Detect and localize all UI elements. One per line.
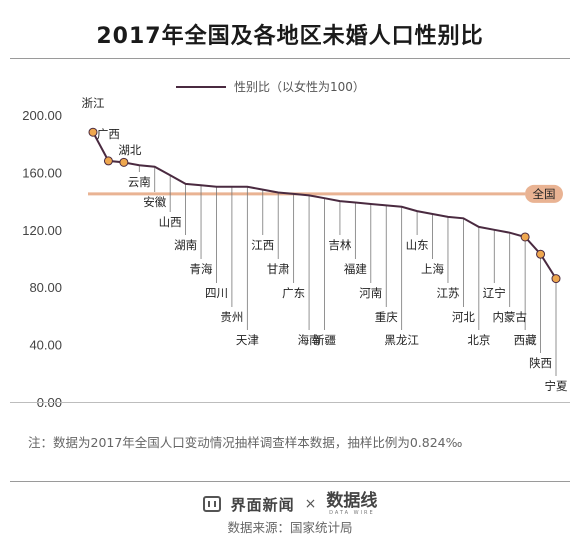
category-label: 山西 (159, 215, 182, 229)
category-label: 天津 (236, 333, 259, 347)
category-label: 湖北 (118, 143, 141, 157)
category-label: 海南 (298, 333, 321, 347)
data-point (88, 127, 98, 137)
category-label: 福建 (344, 262, 367, 276)
footer: 界面新闻 × 数据线 DATA WIRE (0, 492, 580, 516)
category-label: 甘肃 (267, 262, 290, 276)
category-label: 四川 (205, 286, 228, 300)
category-label: 湖南 (174, 238, 197, 252)
category-label: 云南 (128, 175, 151, 189)
brand-name: 界面新闻 (230, 495, 295, 514)
category-label: 山东 (406, 238, 429, 252)
y-tick-label: 200.00 (22, 108, 62, 123)
series-line (92, 131, 557, 280)
category-label: 北京 (467, 333, 490, 347)
data-point (103, 156, 113, 166)
data-point (551, 274, 561, 284)
legend-label: 性别比（以女性为100） (234, 79, 365, 94)
brand-logo-icon (202, 496, 221, 512)
series (88, 127, 561, 284)
category-label: 江西 (251, 238, 274, 252)
category-label: 新疆 (313, 333, 336, 347)
data-point (119, 157, 129, 167)
category-label: 浙江 (82, 96, 105, 110)
category-label: 安徽 (143, 195, 166, 209)
times-sign: × (304, 496, 317, 512)
reference-line: 全国 (88, 184, 563, 203)
category-label: 江苏 (436, 286, 459, 300)
y-tick-label: 160.00 (22, 165, 62, 180)
category-label: 吉林 (328, 238, 351, 252)
category-label: 青海 (190, 262, 213, 276)
category-label: 宁夏 (545, 379, 568, 393)
reference-pill (525, 184, 563, 203)
category-label: 广东 (282, 286, 305, 300)
chart: 性别比（以女性为100） 0.0040.0080.00120.00160.002… (10, 79, 570, 410)
chart-title: 2017年全国及各地区未婚人口性别比 (96, 24, 484, 49)
category-label: 河北 (452, 310, 475, 324)
category-label: 内蒙古 (492, 310, 527, 324)
footnote: 注：数据为2017年全国人口变动情况抽样调查样本数据，抽样比例为0.824‰ (28, 435, 463, 450)
category-label: 重庆 (375, 310, 398, 324)
category-label: 辽宁 (483, 286, 506, 300)
category-label: 陕西 (529, 356, 552, 370)
category-label: 贵州 (220, 310, 243, 324)
y-tick-label: 120.00 (22, 223, 62, 238)
category-label: 上海 (421, 262, 444, 276)
bottom-divider (10, 481, 570, 482)
category-label: 广西 (97, 127, 120, 141)
y-tick-label: 40.00 (29, 338, 62, 353)
y-tick-label: 80.00 (29, 280, 62, 295)
partner-name: 数据线 (326, 490, 378, 511)
top-divider (10, 58, 570, 59)
data-point (520, 232, 530, 242)
source-note: 数据来源：国家统计局 (227, 520, 353, 535)
leader-lines (138, 165, 557, 376)
partner-logo: 数据线 DATA WIRE (326, 490, 378, 516)
partner-subtitle: DATA WIRE (329, 509, 375, 516)
data-point (536, 249, 546, 259)
reference-label: 全国 (533, 187, 556, 201)
category-label: 黑龙江 (384, 333, 419, 347)
legend: 性别比（以女性为100） (176, 79, 365, 94)
category-label: 河南 (359, 286, 382, 300)
category-label: 西藏 (514, 333, 537, 347)
